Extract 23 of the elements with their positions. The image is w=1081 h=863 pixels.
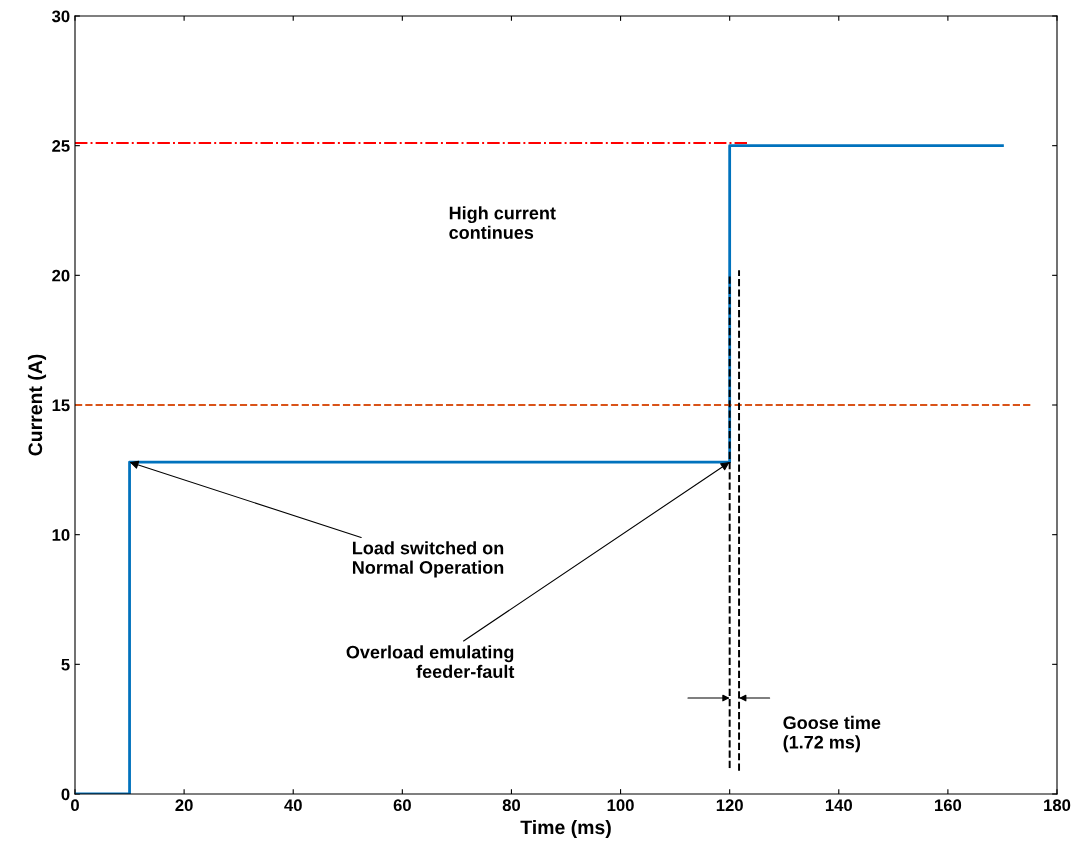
x-tick-label: 40: [284, 799, 302, 812]
y-tick-label: 0: [61, 788, 70, 801]
annotation: Overload emulating feeder-fault: [346, 645, 515, 679]
y-tick-label: 30: [51, 10, 70, 23]
x-tick-label: 160: [935, 799, 962, 812]
x-tick-label: 0: [71, 799, 79, 812]
x-tick-label: 80: [502, 799, 521, 812]
x-tick-label: 180: [1044, 799, 1071, 812]
x-tick-label: 20: [175, 799, 193, 812]
y-tick-label: 15: [52, 399, 70, 412]
annotation: Goose time (1.72 ms): [783, 715, 881, 753]
y-tick-label: 20: [52, 269, 70, 282]
y-tick-label: 25: [52, 140, 70, 152]
y-tick-label: 5: [61, 658, 70, 671]
y-axis-title: Current (A): [27, 354, 47, 456]
y-tick-label: 10: [52, 529, 70, 541]
x-tick-label: 140: [825, 799, 852, 812]
annotation: Load switched on Normal Operation: [352, 541, 504, 578]
x-tick-label: 60: [393, 799, 411, 812]
x-tick-label: 100: [607, 799, 634, 812]
x-tick-label: 120: [716, 799, 743, 812]
x-axis-title: Time (ms): [520, 819, 611, 839]
annotation: High current continues: [449, 206, 556, 239]
